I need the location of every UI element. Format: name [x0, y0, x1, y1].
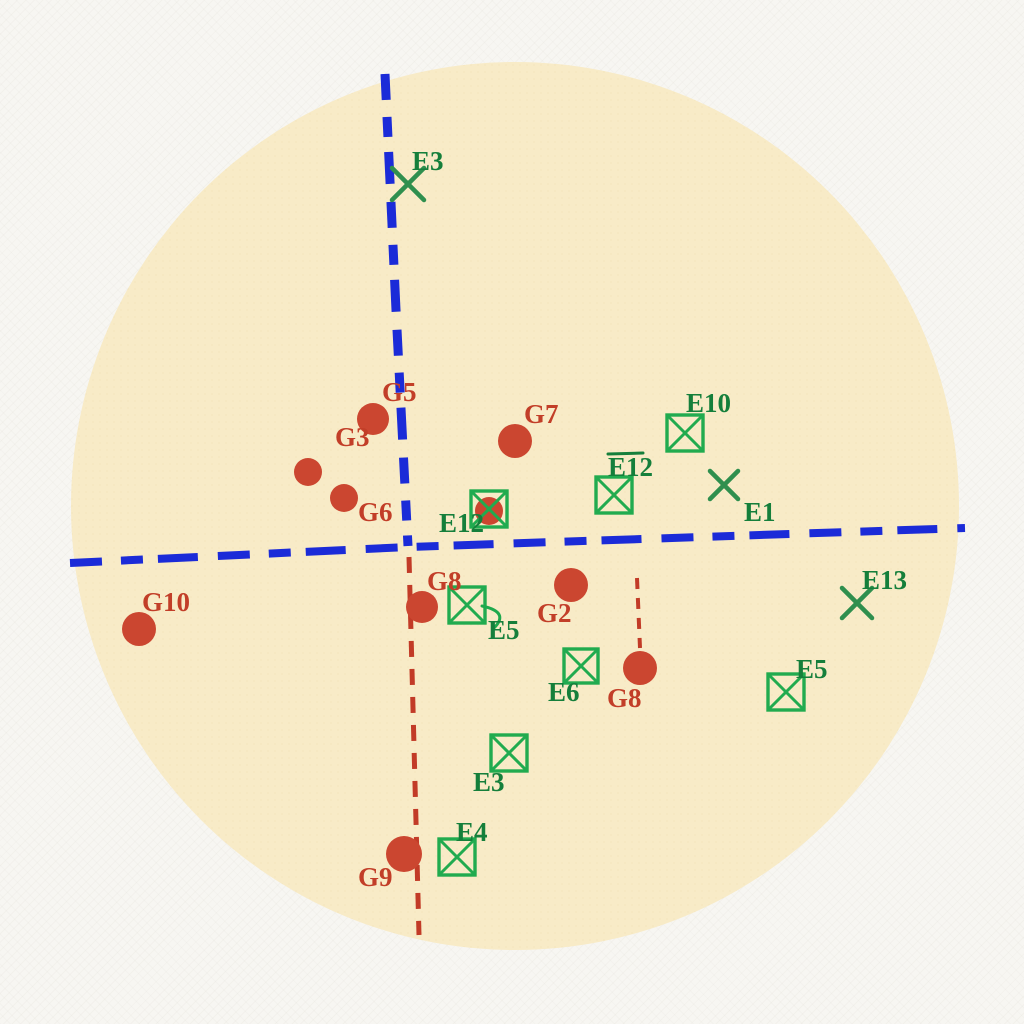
g-marker-G9	[386, 836, 422, 872]
g-marker-G7	[498, 424, 532, 458]
box-outline	[766, 672, 806, 712]
e-marker-E13	[839, 585, 875, 621]
box-diagonal	[489, 733, 529, 773]
e-marker-E10	[665, 413, 705, 453]
box-diagonal	[469, 489, 509, 529]
blue-dashed-vertical	[380, 73, 413, 547]
e12-overline	[606, 451, 645, 456]
point-label-G2: G2	[537, 598, 572, 628]
g-marker-G5	[357, 403, 389, 435]
point-label-E5: E5	[796, 654, 828, 684]
e-marker-E12	[469, 489, 509, 529]
point-label-E13: E13	[862, 565, 907, 595]
g-marker-G8	[406, 591, 438, 623]
red-dashed-vertical	[406, 556, 422, 936]
e-marker-E5	[766, 672, 806, 712]
e-marker-E5	[447, 585, 487, 625]
x-stroke	[707, 468, 741, 502]
point-label-G3: G3	[335, 422, 370, 452]
blue-dashed-horizontal	[69, 524, 966, 567]
point-label-E4: E4	[456, 817, 488, 847]
point-label-E3: E3	[473, 767, 505, 797]
box-outline	[447, 585, 487, 625]
g-marker-G10	[122, 612, 156, 646]
box-diagonal	[594, 475, 634, 515]
box-outline	[489, 733, 529, 773]
box-outline	[665, 413, 705, 453]
x-stroke	[839, 585, 875, 621]
e-marker-E6	[562, 647, 600, 685]
point-label-G8: G8	[607, 683, 642, 713]
e-marker-E4	[437, 837, 477, 877]
box-diagonal	[562, 647, 600, 685]
point-label-G6: G6	[358, 497, 393, 527]
field-layer	[71, 62, 959, 950]
markers-layer	[122, 165, 875, 877]
point-label-G10: G10	[142, 587, 190, 617]
g-marker-G6	[330, 484, 358, 512]
e-marker-E12	[594, 475, 634, 515]
point-label-E10: E10	[686, 388, 731, 418]
g-marker-G3	[294, 458, 322, 486]
box-outline	[594, 475, 634, 515]
box-diagonal	[447, 585, 487, 625]
point-label-E1: E1	[744, 497, 776, 527]
e-marker-E3	[489, 733, 529, 773]
point-label-G8: G8	[427, 566, 462, 596]
field-texture	[71, 62, 959, 950]
g-marker-G8	[623, 651, 657, 685]
e-marker-E1	[707, 468, 741, 502]
point-label-G5: G5	[382, 377, 417, 407]
g-marker-G2	[554, 568, 588, 602]
box-diagonal	[665, 413, 705, 453]
box-diagonal	[437, 837, 477, 877]
box-diagonal	[766, 672, 806, 712]
x-stroke	[389, 165, 427, 203]
box-outline	[437, 837, 477, 877]
point-label-E5: E5	[488, 615, 520, 645]
e5-pointer-curve	[480, 604, 502, 630]
point-label-E12: E12	[608, 452, 653, 482]
annotations-layer	[480, 451, 645, 630]
point-label-E6: E6	[548, 677, 580, 707]
point-label-G7: G7	[524, 399, 559, 429]
point-label-E3: E3	[412, 146, 444, 176]
lines-layer	[69, 73, 966, 936]
e-marker-E3	[389, 165, 427, 203]
labels-layer: G5 G3 G6 G7 G8 G2 G8 G10 G9 E3 E10 E12 E1 E12 E5 E6 E13 E…	[142, 146, 907, 892]
box-outline	[469, 489, 509, 529]
point-label-E12: E12	[439, 508, 484, 538]
point-label-G9: G9	[358, 862, 393, 892]
box-outline	[562, 647, 600, 685]
